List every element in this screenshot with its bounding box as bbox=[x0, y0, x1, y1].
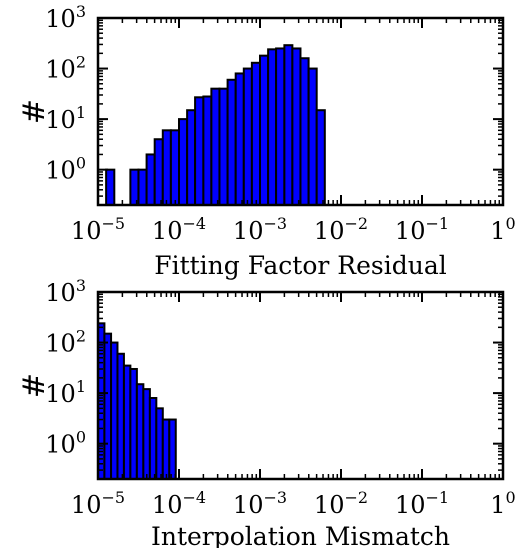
bars bbox=[105, 44, 326, 207]
x-tick-label: 10−5 bbox=[71, 214, 125, 245]
y-tick-label: 100 bbox=[45, 428, 86, 459]
histogram-bar bbox=[283, 44, 294, 207]
histogram-bar bbox=[194, 96, 205, 206]
histogram-bar bbox=[291, 47, 302, 206]
histogram-bar bbox=[315, 109, 326, 206]
histogram-bar bbox=[129, 168, 140, 207]
histogram-bar bbox=[202, 95, 213, 206]
tick-labels: 10−5 10−4 10−3 10−2 10−1 10 100 101 102 103 bbox=[45, 276, 515, 519]
y-tick-label: 101 bbox=[45, 377, 86, 408]
histogram-bar bbox=[153, 138, 164, 206]
histogram-bar bbox=[234, 72, 245, 206]
histogram-bar bbox=[168, 418, 177, 481]
y-tick-label: 103 bbox=[45, 2, 86, 33]
y-axis-label: # bbox=[17, 373, 52, 398]
histogram-bar bbox=[161, 129, 172, 207]
y-tick-label: 102 bbox=[45, 327, 86, 358]
histogram-bar bbox=[210, 87, 221, 206]
histogram-bar bbox=[218, 87, 229, 206]
y-tick-label: 101 bbox=[45, 103, 86, 134]
x-tick-label: 10−1 bbox=[395, 488, 449, 519]
y-tick-label: 103 bbox=[45, 276, 86, 307]
histogram-bar bbox=[145, 153, 156, 206]
x-tick-label: 10−4 bbox=[152, 214, 206, 245]
histogram-bar bbox=[186, 109, 197, 206]
x-tick-label: 10−2 bbox=[314, 488, 368, 519]
histogram-bar bbox=[242, 67, 253, 206]
plot-frame bbox=[96, 16, 505, 207]
x-tick-label: 10−5 bbox=[71, 488, 125, 519]
x-tick-label: 10 bbox=[490, 214, 515, 245]
histogram-bar bbox=[259, 54, 270, 207]
histogram-bar bbox=[307, 67, 318, 206]
histogram-panel-fitting-factor: 10−5 10−4 10−3 10−2 10−1 10 100 101 102 103 Fittin… bbox=[17, 2, 516, 280]
tick-labels: 10−5 10−4 10−3 10−2 10−1 10 100 101 102 103 bbox=[45, 2, 515, 245]
histogram-bar bbox=[178, 118, 189, 206]
x-tick-label: 10−3 bbox=[233, 214, 287, 245]
histogram-panel-interpolation-mismatch: 10−5 10−4 10−3 10−2 10−1 10 100 101 102 103 Interp… bbox=[17, 276, 516, 548]
histogram-bar bbox=[226, 78, 237, 206]
x-tick-label: 10−2 bbox=[314, 214, 368, 245]
histogram-bar bbox=[299, 57, 310, 206]
y-axis-label: # bbox=[17, 99, 52, 124]
y-tick-label: 100 bbox=[45, 154, 86, 185]
x-axis-label: Fitting Factor Residual bbox=[154, 251, 446, 280]
y-tick-label: 102 bbox=[45, 53, 86, 84]
bars bbox=[97, 322, 177, 481]
histogram-bar bbox=[267, 48, 278, 206]
x-tick-label: 10−3 bbox=[233, 488, 287, 519]
histogram-bar bbox=[137, 168, 148, 207]
plot-frame bbox=[96, 290, 505, 481]
x-tick-label: 10 bbox=[490, 488, 515, 519]
x-tick-label: 10−4 bbox=[152, 488, 206, 519]
x-axis-label: Interpolation Mismatch bbox=[151, 522, 450, 548]
x-tick-label: 10−1 bbox=[395, 214, 449, 245]
histogram-bar bbox=[169, 129, 180, 207]
histogram-bar bbox=[250, 61, 261, 207]
histogram-bar bbox=[275, 47, 286, 206]
histogram-bar bbox=[105, 168, 116, 207]
